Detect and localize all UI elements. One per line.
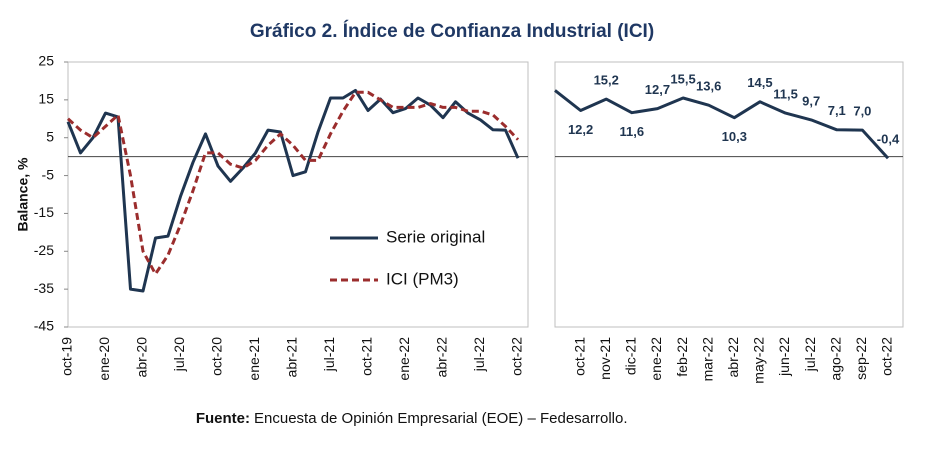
x-tick-label: ene-22 <box>648 337 664 381</box>
source-label: Fuente: <box>196 410 250 427</box>
data-label: 9,7 <box>802 93 820 108</box>
x-tick-label: abr-22 <box>725 337 741 378</box>
source: Encuesta de Opinión Empresarial (EOE) – … <box>254 410 628 427</box>
x-tick-label: jul-20 <box>171 337 187 372</box>
x-tick-label: jul-22 <box>802 337 818 372</box>
data-label: 15,5 <box>670 71 695 86</box>
x-tick-label: oct-19 <box>59 337 75 376</box>
y-tick-label: 25 <box>38 53 54 69</box>
y-tick-label: -15 <box>34 204 54 220</box>
data-label: 7,1 <box>828 103 846 118</box>
x-tick-label: may-22 <box>751 337 767 384</box>
x-tick-label: abr-20 <box>134 337 150 378</box>
legend-label: Serie original <box>386 227 485 246</box>
x-tick-label: oct-22 <box>879 337 895 376</box>
legend-label: ICI (PM3) <box>386 269 459 288</box>
y-tick-label: 15 <box>38 91 54 107</box>
x-tick-label: ene-22 <box>396 337 412 381</box>
data-label: 13,6 <box>696 79 721 94</box>
y-tick-label: -45 <box>34 318 54 334</box>
x-tick-label: feb-22 <box>674 337 690 377</box>
data-label: 15,2 <box>594 73 619 88</box>
data-label: 11,5 <box>773 87 798 102</box>
left-frame <box>67 61 529 328</box>
x-tick-label: abr-22 <box>434 337 450 378</box>
x-tick-label: jun-22 <box>776 337 792 377</box>
series-line <box>554 89 890 160</box>
data-label: 14,5 <box>747 75 772 90</box>
x-tick-label: dic-21 <box>623 337 639 375</box>
x-tick-label: jul-22 <box>471 337 487 372</box>
x-tick-label: sep-22 <box>853 337 869 380</box>
data-label: -0,4 <box>877 132 900 147</box>
x-tick-label: oct-22 <box>509 337 525 376</box>
x-tick-label: ago-22 <box>827 337 843 381</box>
data-label: 12,7 <box>645 82 670 97</box>
x-tick-label: mar-22 <box>699 337 715 382</box>
y-tick-label: -25 <box>34 242 54 258</box>
x-tick-label: jul-21 <box>321 337 337 372</box>
right-frame <box>554 61 904 328</box>
data-label: 10,3 <box>722 129 747 144</box>
x-tick-label: oct-20 <box>209 337 225 376</box>
chart-title: Gráfico 2. Índice de Confianza Industria… <box>250 20 654 42</box>
data-label: 12,2 <box>568 122 593 137</box>
y-tick-label: -5 <box>42 166 55 182</box>
x-tick-label: oct-21 <box>571 337 587 376</box>
y-tick-label: 5 <box>46 128 54 144</box>
x-tick-label: oct-21 <box>359 337 375 376</box>
data-label: 11,6 <box>620 124 645 139</box>
x-tick-label: abr-21 <box>284 337 300 378</box>
x-tick-label: ene-20 <box>96 337 112 381</box>
y-axis-label: Balance, % <box>15 157 31 231</box>
series-line <box>66 88 520 293</box>
x-tick-label: nov-21 <box>597 337 613 380</box>
series-line <box>66 90 520 276</box>
x-tick-label: ene-21 <box>246 337 262 381</box>
data-label: 7,0 <box>853 104 871 119</box>
y-tick-label: -35 <box>34 280 54 296</box>
